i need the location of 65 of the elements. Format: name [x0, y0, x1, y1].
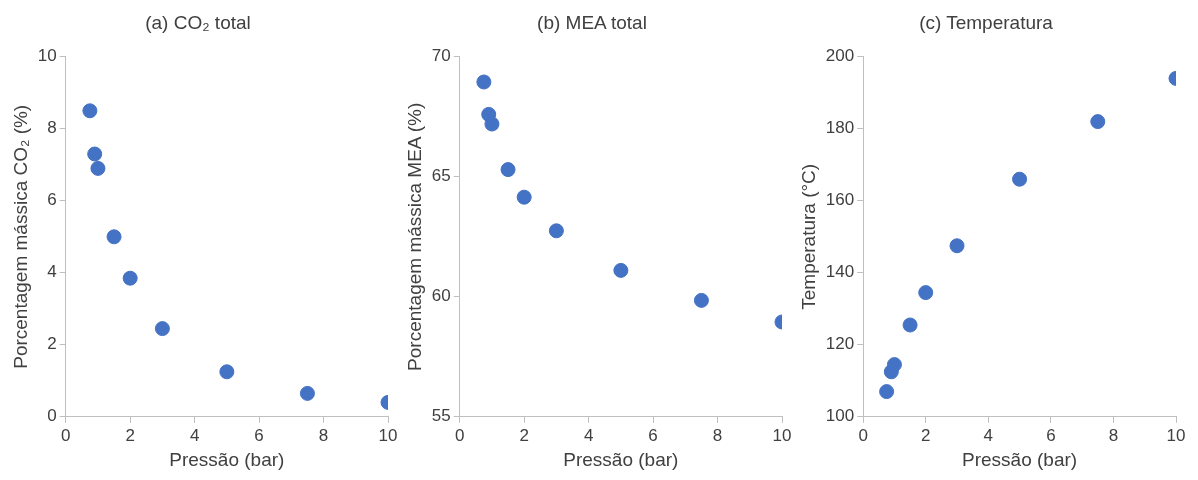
x-tick-label: 6 — [254, 425, 264, 445]
x-tick-label: 10 — [1166, 425, 1186, 445]
x-tick-label: 10 — [378, 425, 398, 445]
point — [122, 270, 138, 286]
x-axis-title: Pressão (bar) — [169, 448, 285, 470]
y-axis-title: Porcentagem mássica CO₂ (%) — [9, 104, 31, 369]
x-tick-label: 2 — [125, 425, 135, 445]
point — [548, 223, 564, 239]
y-tick-label: 10 — [37, 46, 57, 66]
point — [82, 103, 98, 119]
x-tick-label: 0 — [60, 425, 71, 445]
chart-title: (a) CO₂ total — [145, 11, 251, 33]
y-tick-label: 2 — [47, 334, 57, 354]
point — [500, 162, 516, 178]
x-tick-label: 0 — [454, 425, 465, 445]
x-tick-label: 2 — [921, 425, 931, 445]
y-axis-title: Porcentagem mássica MEA (%) — [403, 102, 425, 371]
point — [902, 317, 918, 333]
y-tick-label: 140 — [825, 262, 855, 282]
point — [1090, 114, 1106, 130]
y-tick-label: 60 — [431, 286, 451, 306]
y-tick-label: 65 — [431, 166, 451, 186]
x-axis-title: Pressão (bar) — [563, 448, 679, 470]
point — [693, 292, 709, 308]
x-tick-label: 4 — [583, 425, 594, 445]
x-tick-label: 6 — [1046, 425, 1056, 445]
y-tick-label: 55 — [431, 406, 451, 426]
point — [1012, 171, 1028, 187]
point — [516, 189, 532, 205]
x-tick-label: 4 — [189, 425, 200, 445]
x-tick-label: 8 — [318, 425, 329, 445]
point — [476, 74, 492, 90]
x-tick-label: 6 — [648, 425, 658, 445]
y-axis-title: Temperatura (°C) — [797, 163, 819, 310]
point — [918, 285, 934, 301]
y-tick-label: 0 — [47, 406, 57, 426]
point — [219, 364, 235, 380]
point — [90, 160, 106, 176]
x-tick-label: 8 — [712, 425, 723, 445]
chart-title: (c) Temperatura — [919, 11, 1054, 33]
y-tick-label: 100 — [825, 406, 855, 426]
point — [484, 116, 500, 132]
point — [886, 357, 902, 373]
point — [87, 146, 103, 162]
point — [299, 385, 315, 401]
x-tick-label: 2 — [519, 425, 529, 445]
y-tick-label: 8 — [47, 118, 57, 138]
y-tick-label: 180 — [825, 118, 855, 138]
x-tick-label: 4 — [983, 425, 994, 445]
x-tick-label: 10 — [772, 425, 792, 445]
x-axis-title: Pressão (bar) — [962, 448, 1078, 470]
point — [949, 238, 965, 254]
y-tick-label: 120 — [825, 334, 855, 354]
chart-title: (b) MEA total — [537, 11, 647, 33]
point — [154, 321, 170, 337]
x-tick-label: 8 — [1108, 425, 1119, 445]
y-tick-label: 4 — [47, 262, 57, 282]
y-tick-label: 160 — [825, 190, 855, 210]
y-tick-label: 6 — [47, 190, 57, 210]
point — [613, 262, 629, 278]
x-tick-label: 0 — [858, 425, 868, 445]
point — [879, 384, 895, 400]
point — [106, 229, 122, 245]
y-tick-label: 200 — [825, 46, 855, 66]
y-tick-label: 70 — [431, 46, 451, 66]
